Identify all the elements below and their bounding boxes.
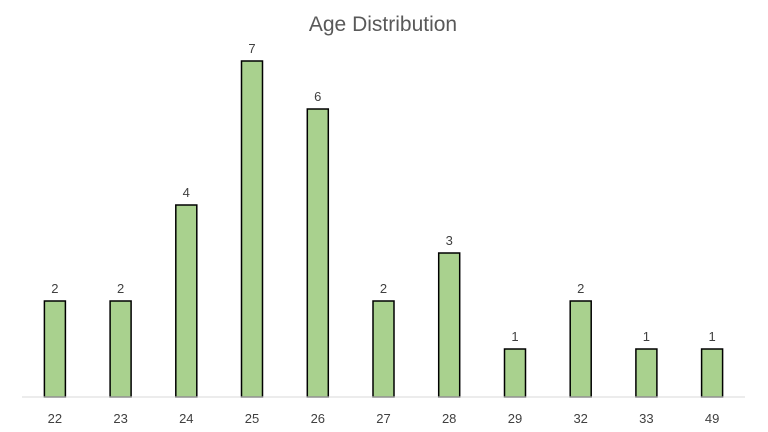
x-tick-label-49: 49 <box>705 411 719 426</box>
chart-title: Age Distribution <box>309 13 457 36</box>
data-label-26: 6 <box>314 89 321 104</box>
bar-33 <box>635 348 658 398</box>
data-label-49: 1 <box>708 329 715 344</box>
x-tick-label-28: 28 <box>442 411 456 426</box>
bar-24 <box>175 204 198 398</box>
bar-28 <box>437 252 461 398</box>
x-tick-label-29: 29 <box>508 411 522 426</box>
x-tick-label-22: 22 <box>48 411 62 426</box>
bar-32 <box>569 300 592 398</box>
x-tick-label-32: 32 <box>573 411 587 426</box>
x-tick-labels-group: 22 23 24 25 26 27 28 29 32 33 49 <box>48 411 720 426</box>
bars-group <box>43 60 724 398</box>
data-label-28: 3 <box>446 233 453 248</box>
data-labels-group: 2 2 4 7 6 2 3 1 2 1 1 <box>51 41 715 344</box>
bar-49 <box>700 348 724 398</box>
x-tick-label-26: 26 <box>311 411 325 426</box>
bar-23 <box>109 300 132 398</box>
data-label-24: 4 <box>183 185 190 200</box>
data-label-32: 2 <box>577 281 584 296</box>
x-tick-label-27: 27 <box>376 411 390 426</box>
bar-27 <box>372 300 395 398</box>
data-label-29: 1 <box>511 329 518 344</box>
data-label-33: 1 <box>643 329 650 344</box>
x-tick-label-24: 24 <box>179 411 193 426</box>
bar-25 <box>240 60 264 398</box>
bar-29 <box>503 348 527 398</box>
x-tick-label-23: 23 <box>113 411 127 426</box>
bar-26 <box>306 108 330 398</box>
data-label-23: 2 <box>117 281 124 296</box>
bar-22 <box>43 300 67 398</box>
x-tick-label-33: 33 <box>639 411 653 426</box>
data-label-25: 7 <box>248 41 255 56</box>
data-label-22: 2 <box>51 281 58 296</box>
x-tick-label-25: 25 <box>245 411 259 426</box>
data-label-27: 2 <box>380 281 387 296</box>
